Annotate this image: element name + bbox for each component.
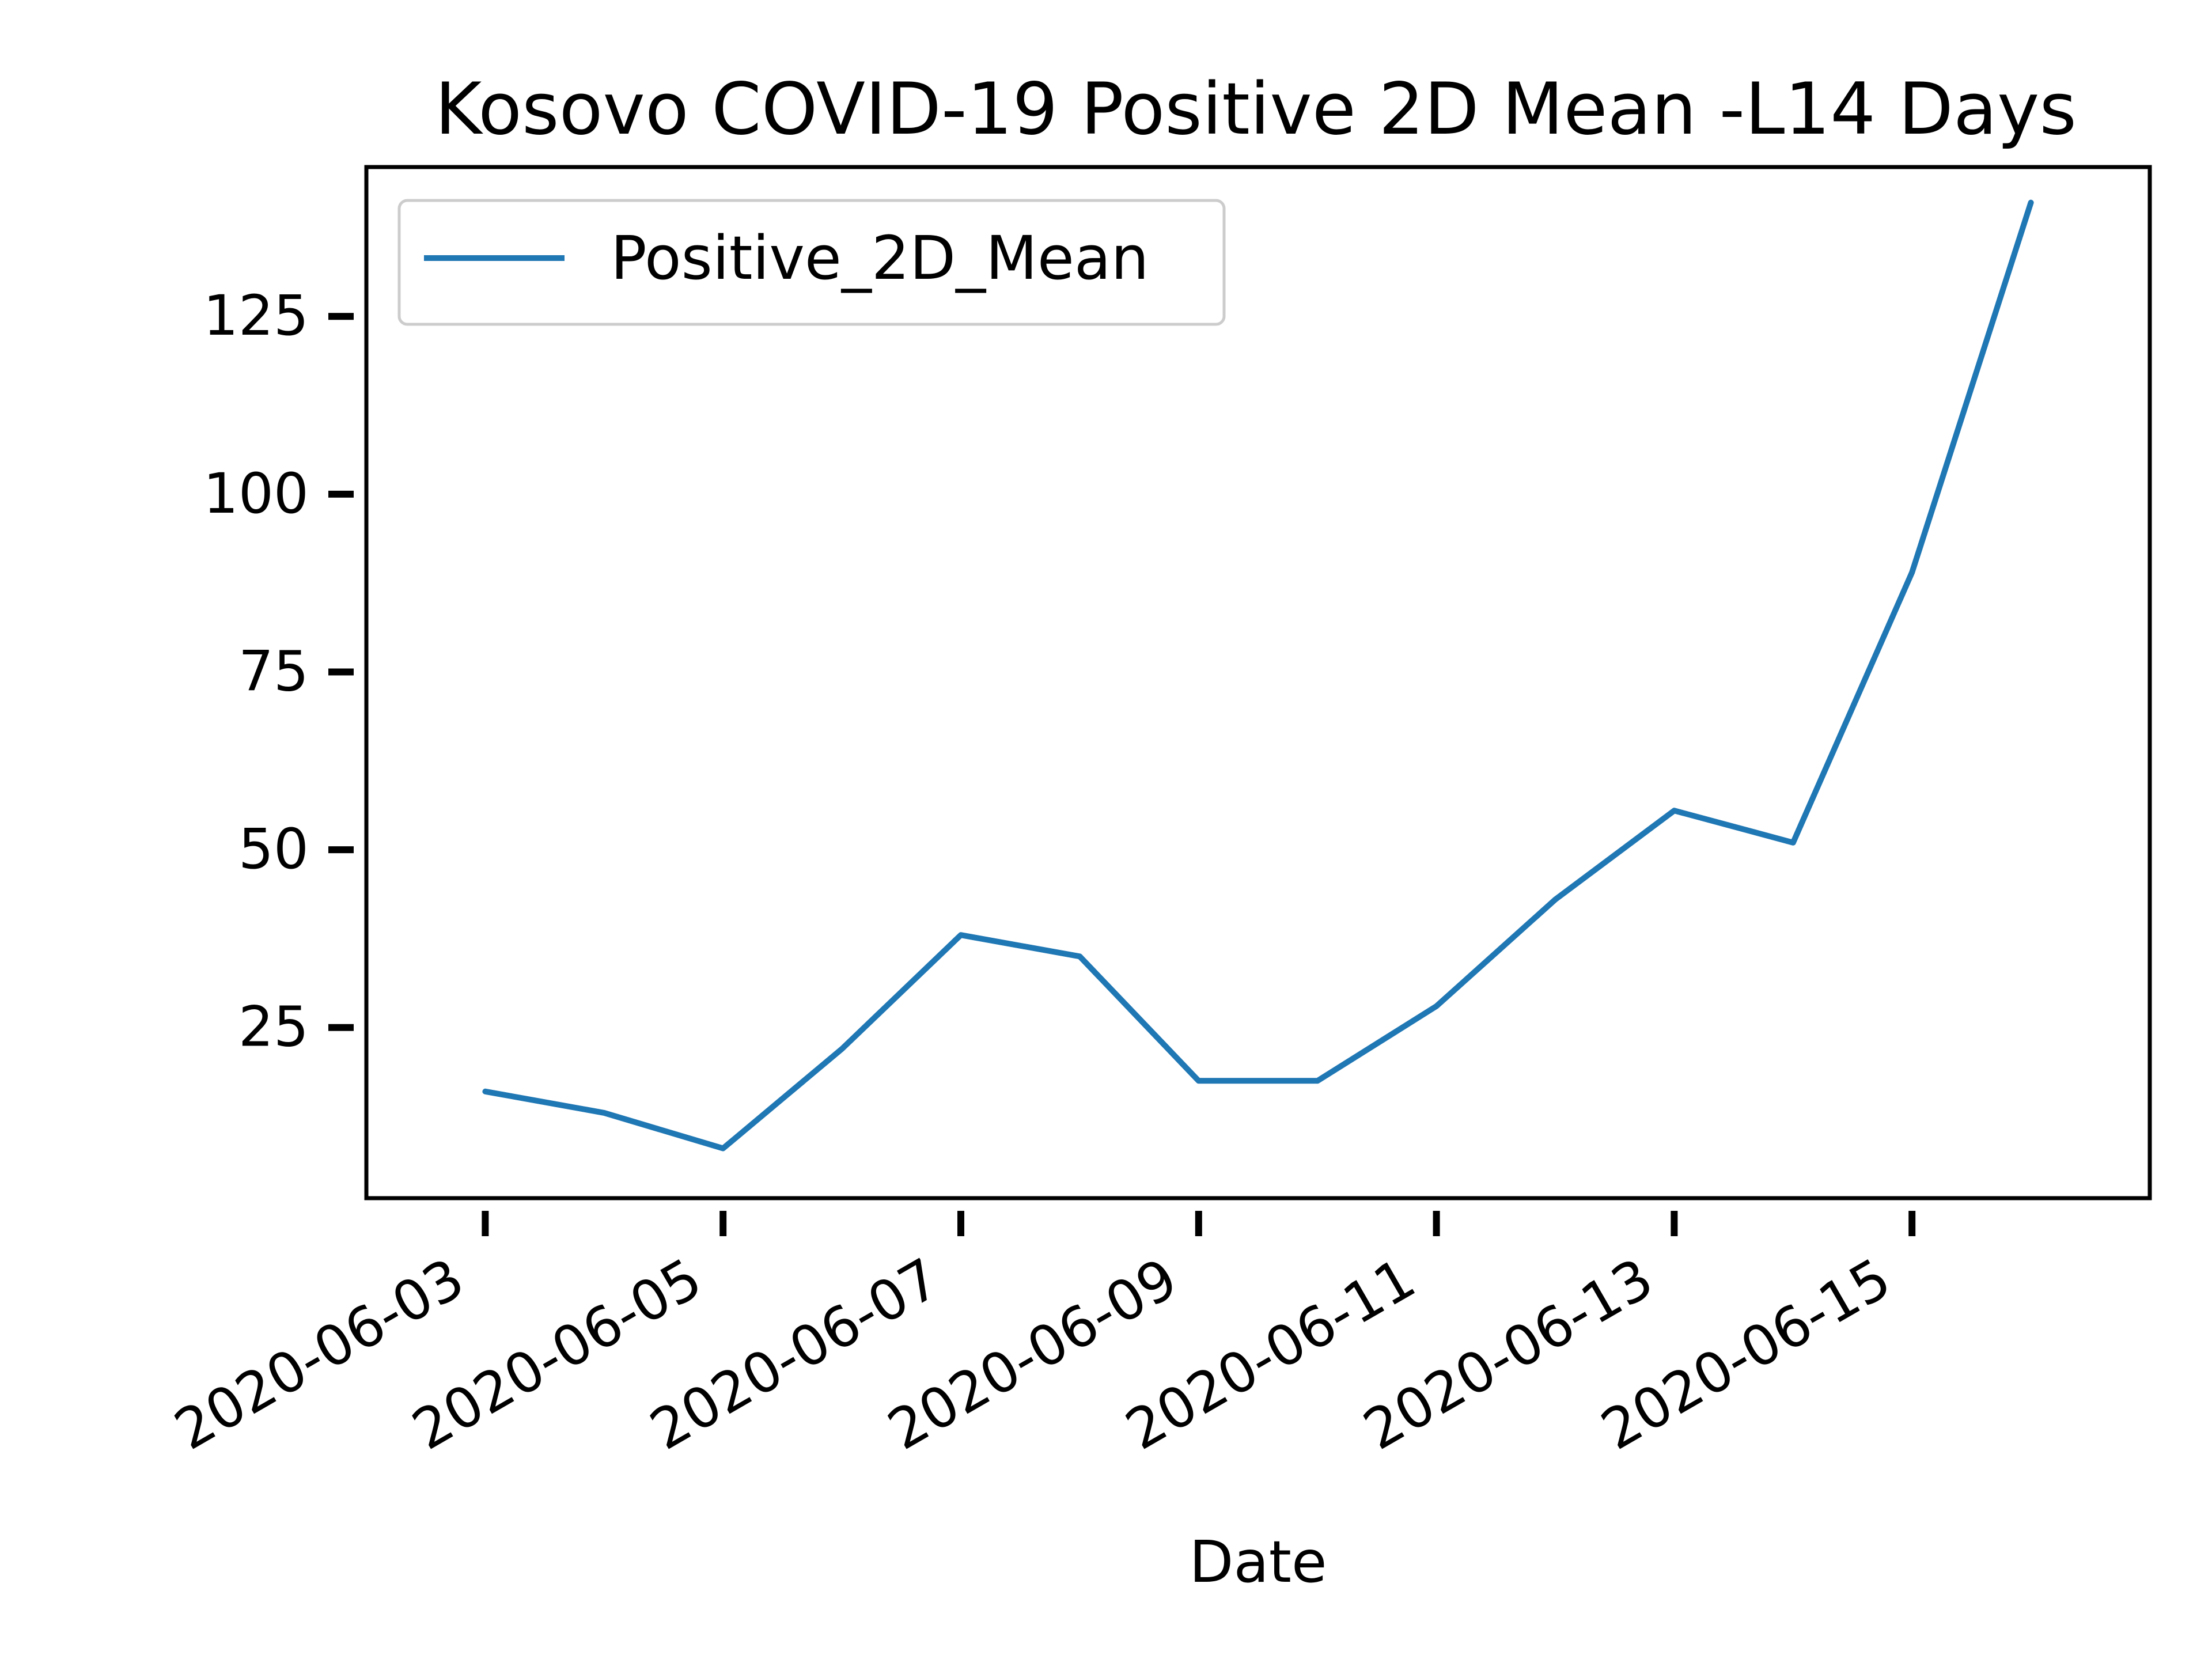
y-tick-label: 75 [238,639,309,703]
series-layer [482,199,2034,1152]
y-tick-label: 125 [203,283,309,348]
legend: Positive_2D_Mean [397,199,1226,326]
y-tick-label: 50 [238,817,309,881]
x-axis-ticks: 2020-06-032020-06-052020-06-072020-06-09… [164,1211,1916,1463]
y-axis-ticks: 25 50 75 100 125 [203,283,354,1059]
legend-entry: Positive_2D_Mean [611,223,1149,293]
chart-title: Kosovo COVID-19 Positive 2D Mean -L14 Da… [435,68,2077,151]
x-axis-label: Date [1189,1528,1327,1596]
plot-frame [364,165,2152,1200]
y-tick-label: 25 [238,995,309,1059]
legend-box [397,199,1226,326]
series-line [482,199,2034,1152]
y-tick-label: 100 [203,461,309,526]
